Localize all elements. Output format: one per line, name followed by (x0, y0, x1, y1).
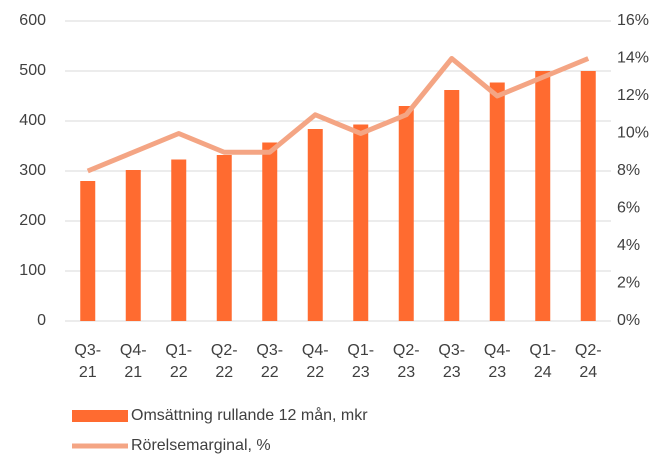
x-tick-label: Q3- 22 (256, 342, 284, 381)
x-tick-label: Q4- 21 (119, 342, 147, 381)
y2-tick-label: 12% (617, 87, 649, 104)
legend-label: Omsättning rullande 12 mån, mkr (131, 406, 368, 424)
bar (216, 155, 232, 321)
y2-tick-label: 8% (617, 162, 640, 179)
line (86, 56, 590, 174)
bar (171, 159, 187, 321)
x-tick-label: Q2- 23 (392, 342, 420, 381)
bar (489, 82, 505, 321)
y2-tick-label: 14% (617, 50, 649, 67)
bar (444, 90, 460, 321)
y2-tick-label: 10% (617, 125, 649, 142)
bar (125, 170, 141, 321)
bar (353, 124, 369, 321)
x-tick-label: Q1- 23 (347, 342, 375, 381)
legend-swatch (72, 410, 128, 422)
bar (535, 71, 551, 321)
x-tick-label: Q3- 23 (438, 342, 466, 381)
y2-tick-label: 0% (617, 312, 640, 329)
x-tick-label: Q1- 24 (529, 342, 557, 381)
y-tick-label: 0 (37, 312, 46, 329)
y-tick-label: 400 (19, 112, 46, 129)
legend-label: Rörelsemarginal, % (131, 437, 271, 454)
y-tick-label: 200 (19, 212, 46, 229)
y-tick-label: 100 (19, 262, 46, 279)
x-tick-label: Q4- 22 (301, 342, 329, 381)
bar (262, 142, 278, 321)
bar (307, 129, 323, 321)
y-tick-label: 500 (19, 62, 46, 79)
y-tick-label: 600 (19, 12, 46, 29)
y-tick-label: 300 (19, 162, 46, 179)
x-tick-label: Q3- 21 (74, 342, 102, 381)
bar (398, 106, 414, 321)
bar (80, 181, 96, 321)
y2-tick-label: 16% (617, 12, 649, 29)
y2-tick-label: 2% (617, 275, 640, 292)
bar (580, 71, 596, 321)
x-tick-label: Q2- 22 (210, 342, 238, 381)
x-tick-label: Q1- 22 (165, 342, 193, 381)
y2-tick-label: 4% (617, 237, 640, 254)
x-tick-label: Q4- 23 (483, 342, 511, 381)
x-tick-label: Q2- 24 (574, 342, 602, 381)
y2-tick-label: 6% (617, 200, 640, 217)
